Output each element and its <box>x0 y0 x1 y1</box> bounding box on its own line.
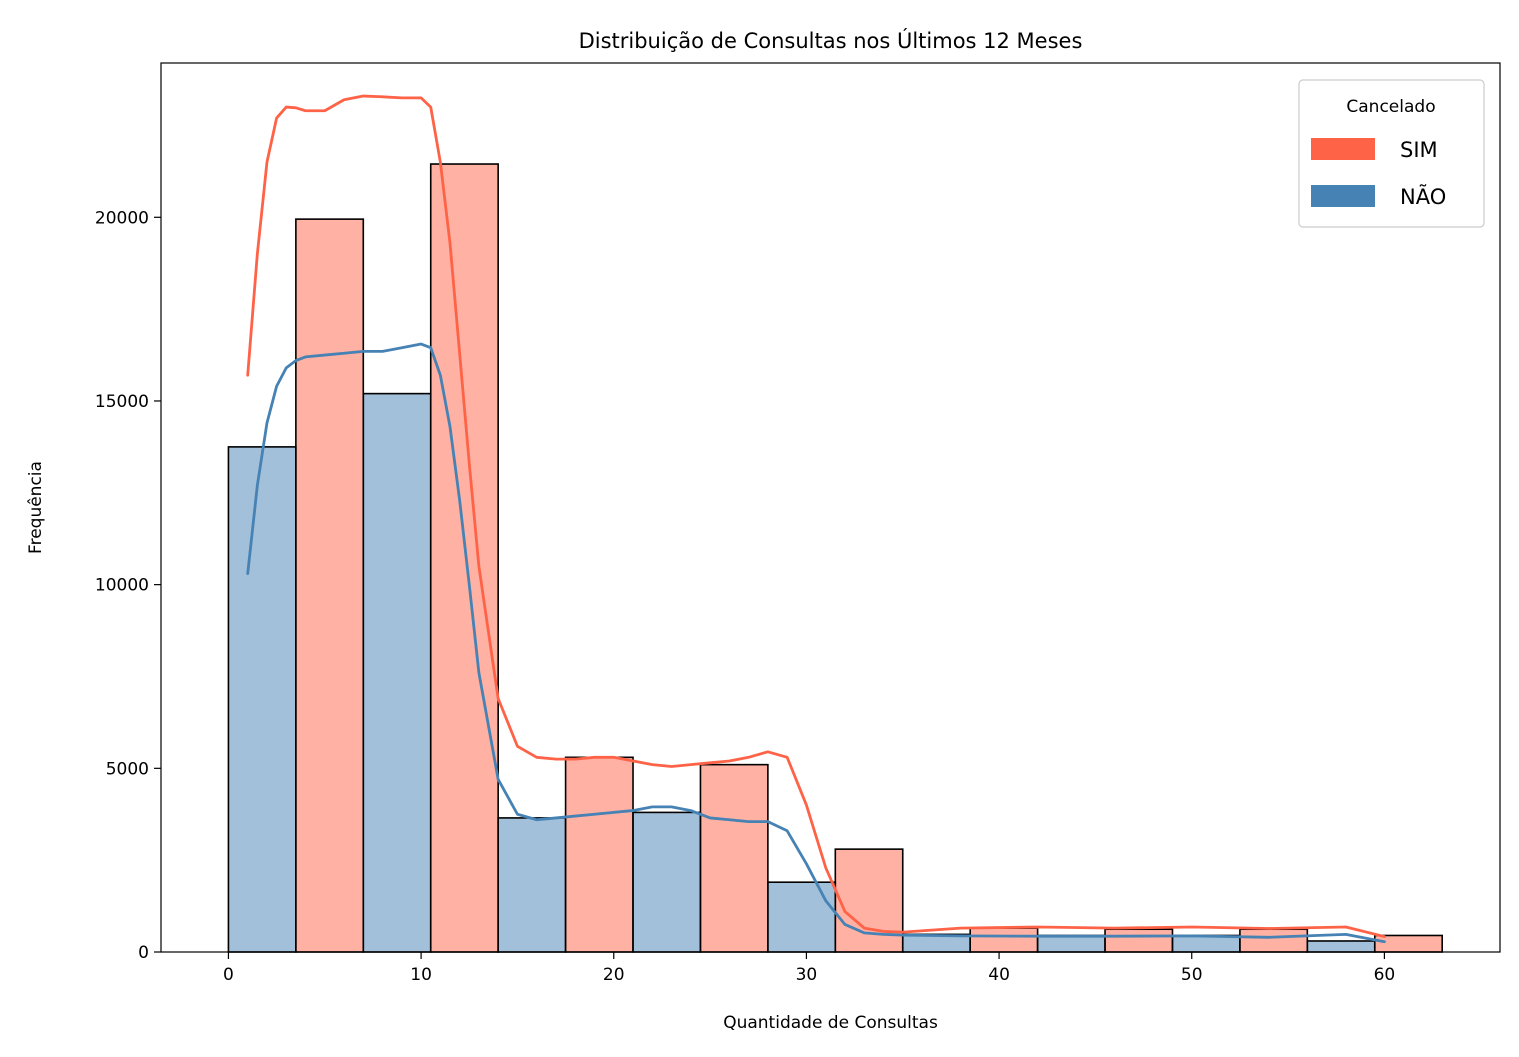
x-tick-label-20: 20 <box>603 965 625 985</box>
y-tick-label-20000: 20000 <box>95 208 149 228</box>
x-axis-ticks: 0 10 20 30 40 50 60 <box>223 952 1395 985</box>
legend-label-nao: NÃO <box>1400 183 1446 209</box>
bar-nao-12 <box>1036 934 1106 953</box>
y-tick-label-0: 0 <box>138 943 149 963</box>
bar-sim-15 <box>1239 928 1309 953</box>
bar-nao-4 <box>497 817 567 953</box>
bar-sim-9 <box>834 848 904 953</box>
kde-line-sim <box>246 94 1386 938</box>
bar-sim-1 <box>295 218 365 953</box>
legend: Cancelado SIM NÃO <box>1298 79 1485 228</box>
legend-swatch-sim <box>1311 138 1375 160</box>
legend-label-sim: SIM <box>1400 138 1438 162</box>
y-tick-label-15000: 15000 <box>95 392 149 412</box>
y-axis-ticks: 0 5000 10000 15000 20000 <box>95 208 161 963</box>
x-tick-label-40: 40 <box>988 965 1010 985</box>
bar-sim-3 <box>429 163 499 953</box>
bars-layer <box>227 163 1444 953</box>
bar-sim-7 <box>699 763 769 953</box>
x-tick-label-60: 60 <box>1374 965 1396 985</box>
plot-frame <box>160 62 1501 953</box>
bar-nao-8 <box>767 881 837 953</box>
legend-title: Cancelado <box>1346 97 1435 117</box>
bar-sim-17 <box>1373 934 1444 953</box>
x-tick-label-0: 0 <box>223 965 234 985</box>
x-tick-label-10: 10 <box>410 965 432 985</box>
bar-nao-2 <box>362 392 432 953</box>
bar-nao-0 <box>227 446 297 953</box>
y-tick-label-5000: 5000 <box>106 759 149 779</box>
legend-swatch-nao <box>1311 185 1375 207</box>
bar-sim-5 <box>564 756 634 953</box>
x-tick-label-50: 50 <box>1181 965 1203 985</box>
bar-nao-6 <box>632 811 702 953</box>
y-axis-label: Frequência <box>26 461 46 554</box>
bar-nao-16 <box>1306 940 1376 953</box>
bar-sim-11 <box>969 927 1039 953</box>
kde-line-nao <box>246 342 1386 944</box>
y-tick-label-10000: 10000 <box>95 576 149 596</box>
x-tick-label-30: 30 <box>796 965 818 985</box>
chart-title: Distribuição de Consultas nos Últimos 12… <box>579 28 1083 53</box>
kde-lines-layer <box>246 94 1386 944</box>
x-axis-label: Quantidade de Consultas <box>723 1013 938 1033</box>
bar-sim-13 <box>1104 928 1174 953</box>
